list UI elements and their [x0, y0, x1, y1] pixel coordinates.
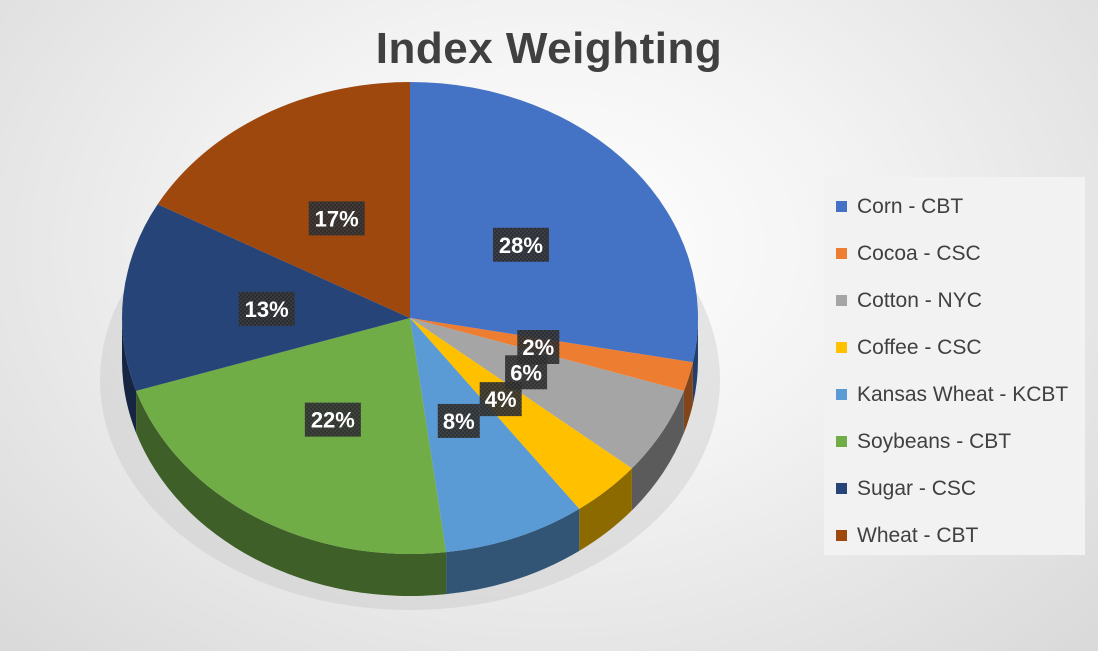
data-label-kansas-wheat-kcbt: 8% [437, 403, 480, 438]
data-label-text: 17% [315, 206, 359, 231]
pie-slice-soybeans-cbt [136, 318, 447, 555]
pie-side-sugar-csc [122, 318, 137, 433]
legend-swatch [836, 201, 847, 212]
legend-swatch [836, 248, 847, 259]
pie-side-kansas-wheat-kcbt [446, 508, 580, 595]
pie-slice-wheat-cbt [157, 82, 410, 318]
data-label-sugar-csc: 13% [238, 291, 295, 326]
legend-item-wheat-cbt: Wheat - CBT [824, 512, 1085, 559]
pie-side-corn-cbt [692, 318, 698, 405]
pie-side-cocoa-csc [683, 362, 693, 433]
legend-swatch [836, 436, 847, 447]
chart-title: Index Weighting [375, 24, 723, 73]
legend-label: Corn - CBT [857, 194, 964, 218]
pie-side-coffee-csc [579, 468, 632, 551]
data-label-bg [238, 291, 295, 326]
pie-top [122, 82, 699, 555]
pie-side-cotton-nyc [631, 390, 684, 511]
data-label-text: 4% [485, 387, 517, 412]
data-label-wheat-cbt: 17% [308, 201, 365, 236]
data-label-text: 6% [510, 360, 542, 385]
legend-label: Kansas Wheat - KCBT [857, 382, 1069, 406]
legend-swatch [836, 389, 847, 400]
data-label-bg [304, 402, 361, 437]
data-label-bg [308, 201, 365, 236]
legend: Corn - CBT Cocoa - CSC Cotton - NYC Coffee … [824, 177, 1085, 555]
legend-label: Sugar - CSC [857, 476, 977, 500]
data-label-text: 13% [245, 297, 289, 322]
legend-label: Cocoa - CSC [857, 241, 981, 265]
data-label-coffee-csc: 4% [479, 382, 522, 417]
data-label-bg [437, 403, 480, 438]
legend-swatch [836, 483, 847, 494]
legend-item-coffee-csc: Coffee - CSC [824, 324, 1085, 371]
pie-depth [122, 318, 698, 597]
data-label-text: 28% [499, 233, 543, 258]
pie-slice-kansas-wheat-kcbt [410, 318, 580, 553]
legend-label: Soybeans - CBT [857, 429, 1012, 453]
legend-item-kansas-wheat-kcbt: Kansas Wheat - KCBT [824, 371, 1085, 418]
legend-item-cotton-nyc: Cotton - NYC [824, 277, 1085, 324]
legend-label: Coffee - CSC [857, 335, 982, 359]
data-label-text: 8% [443, 409, 475, 434]
legend-label: Cotton - NYC [857, 288, 982, 312]
legend-swatch [836, 530, 847, 541]
data-label-bg [492, 227, 549, 262]
legend-item-soybeans-cbt: Soybeans - CBT [824, 418, 1085, 465]
pie-slice-corn-cbt [410, 82, 699, 363]
data-label-text: 22% [311, 408, 355, 433]
legend-swatch [836, 342, 847, 353]
legend-item-corn-cbt: Corn - CBT [824, 183, 1085, 230]
legend-item-cocoa-csc: Cocoa - CSC [824, 230, 1085, 277]
legend-label: Wheat - CBT [857, 523, 979, 547]
legend-swatch [836, 295, 847, 306]
pie-slice-cotton-nyc [410, 318, 684, 469]
data-label-corn-cbt: 28% [492, 227, 549, 262]
data-label-soybeans-cbt: 22% [304, 402, 361, 437]
legend-item-sugar-csc: Sugar - CSC [824, 465, 1085, 512]
pie-data-labels: 28%2%6%4%8%22%13%17% [238, 201, 560, 438]
pie-side-soybeans-cbt [136, 390, 447, 597]
data-label-bg [479, 382, 522, 417]
